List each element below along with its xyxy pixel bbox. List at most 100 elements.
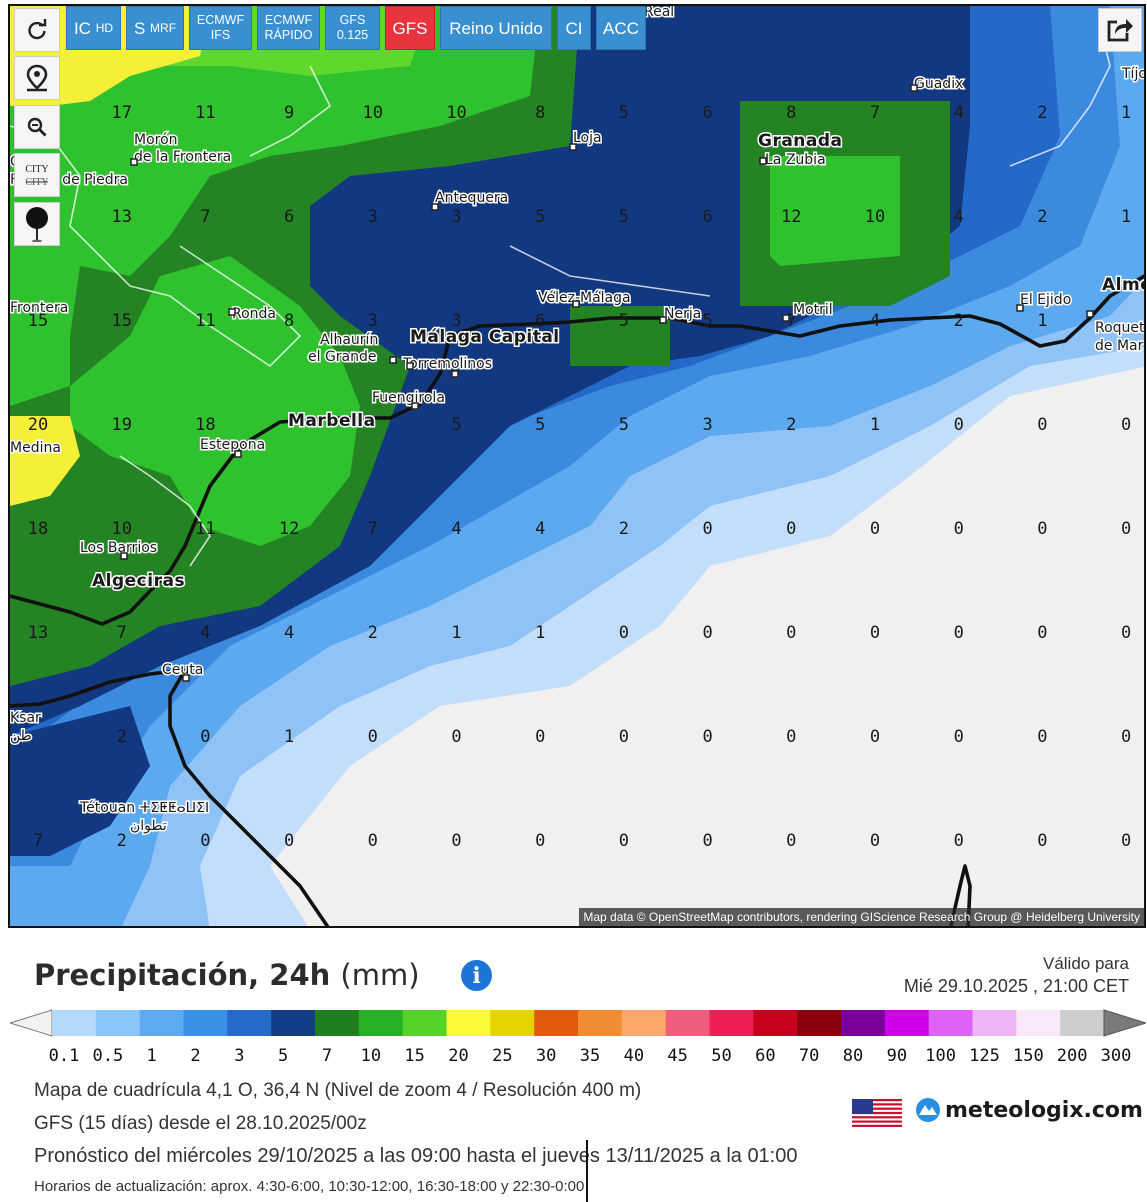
legend-tick-label: 0.5 [92,1046,124,1066]
city-label[interactable]: Algeciras [91,570,187,593]
meteologix-logo[interactable]: meteologix.com [914,1096,1143,1124]
model-button-ic-hd[interactable]: IC HD [66,6,121,50]
grid-value: 7 [200,207,210,227]
grid-value: 0 [954,623,964,643]
city-label[interactable]: Almería [1101,274,1146,297]
location-button[interactable] [14,56,60,100]
grid-value: 0 [1121,415,1131,435]
marker-button[interactable] [14,202,60,246]
legend-swatch [402,1010,448,1036]
location-pin-icon [26,64,48,92]
legend-tick-label: 3 [234,1046,245,1066]
grid-value: 2 [1037,207,1047,227]
grid-value: 0 [786,727,796,747]
legend-swatch [972,1010,1017,1036]
city-label[interactable]: Guadix [913,75,965,94]
legend-tick-label: 10 [360,1046,382,1066]
grid-value: 5 [702,311,712,331]
legend-tick-label: 100 [925,1046,957,1066]
grid-info-text: Mapa de cuadrícula 4,1 O, 36,4 N (Nivel … [34,1080,642,1101]
model-button-ci[interactable]: CI [557,6,591,50]
city-label[interactable]: El Ejido [1019,291,1073,310]
city-label[interactable]: Vélez-Málaga [537,289,633,308]
grid-value: 0 [1037,831,1047,851]
city-marker [451,370,459,378]
grid-value: 5 [535,415,545,435]
city-label[interactable]: Real [643,6,676,22]
precipitation-map[interactable]: 17 11 9 10 10 8 5 6 8 7 4 2 1 13 7 6 3 3 5 5 6 12 10 4 2 1 15 15 11 8… [8,4,1146,928]
grid-value: 4 [451,519,461,539]
city-label[interactable]: de la Frontera [133,148,233,167]
legend-swatch [227,1010,272,1036]
city-label[interactable]: Frontera [10,299,70,318]
city-label[interactable]: La Zubia [764,151,828,170]
city-label[interactable]: Morón [133,131,180,150]
legend-tick-label: 90 [886,1046,908,1066]
model-button-reino-unido[interactable]: Reino Unido [440,6,552,50]
grid-value: 19 [111,415,131,435]
legend-tick-label: 70 [798,1046,820,1066]
city-label[interactable]: Tíjola [1120,65,1146,84]
legend-swatch [490,1010,535,1036]
grid-value: 0 [451,831,461,851]
city-label[interactable]: Medina [10,439,62,458]
model-button-gfs[interactable]: GFS [385,6,435,50]
grid-value: 0 [954,415,964,435]
zoom-button[interactable] [14,105,60,149]
model-button-ecmwf-ifs[interactable]: ECMWF IFS [189,6,252,50]
city-label[interactable]: Ksar [10,709,43,728]
city-marker [389,356,397,364]
model-button-gfs-0125[interactable]: GFS 0.125 [325,6,380,50]
grid-value: 3 [368,311,378,331]
grid-value: 15 [111,311,131,331]
grid-value: 1 [1121,103,1131,123]
city-label[interactable]: Antequera [434,189,510,208]
grid-value: 0 [1037,623,1047,643]
grid-value: 2 [117,727,127,747]
grid-value: 11 [195,311,215,331]
city-label[interactable]: Torremolinos [401,355,494,374]
city-label[interactable]: طن [10,727,33,746]
city-label[interactable]: Nerja [663,305,703,324]
model-button-s-mrf[interactable]: S MRF [126,6,184,50]
city-label[interactable]: Málaga Capital [409,326,561,349]
grid-value: 0 [1121,623,1131,643]
info-icon[interactable]: i [461,960,492,991]
city-label[interactable]: el Grande [307,348,379,367]
city-marker [572,300,580,308]
map-canvas[interactable]: 17 11 9 10 10 8 5 6 8 7 4 2 113 7 6 3 3 5 5 6 12 10 4 2 115 15 11 8… [10,6,1146,928]
legend-swatch [139,1010,185,1036]
grid-value: 0 [1037,519,1047,539]
city-label[interactable]: Los Barrios [79,539,159,558]
city-marker [569,143,577,151]
grid-value: 0 [1121,831,1131,851]
legend-tick-label: 60 [755,1046,776,1066]
time-cursor[interactable] [586,1140,588,1202]
grid-value: 6 [702,207,712,227]
model-button-acc[interactable]: ACC [596,6,646,50]
city-toggle-button[interactable]: CITY CITY [14,153,60,197]
city-label[interactable]: Motril [792,301,835,320]
grid-value: 2 [954,311,964,331]
grid-value: 0 [702,623,712,643]
city-label[interactable]: Ceuta [161,661,205,680]
us-flag-icon[interactable] [852,1099,902,1127]
model-button-ecmwf-rapido[interactable]: ECMWF RÁPIDO [257,6,320,50]
city-label[interactable]: Ronda [231,305,278,324]
city-label[interactable]: Marbella [287,410,377,433]
city-label[interactable]: Roquetas [1094,319,1146,338]
legend-tick-label: 1 [146,1046,157,1066]
refresh-button[interactable] [14,8,60,52]
city-label[interactable]: تطوان [129,817,169,836]
city-label[interactable]: Fuengirola [371,389,447,408]
city-label[interactable]: Tétouan ⵜⵉⵟⵟⴰⵡⵉⵏ [78,799,211,818]
city-label[interactable]: Alhaurín [319,331,380,350]
city-label[interactable]: Granada [757,130,844,153]
share-button[interactable] [1098,8,1142,52]
grid-value: 3 [368,207,378,227]
legend-swatch [753,1010,798,1036]
city-label[interactable]: Estepona [199,436,267,455]
grid-value: 3 [451,207,461,227]
city-label[interactable]: de Mar [1094,337,1145,356]
city-label[interactable]: Loja [572,129,604,148]
